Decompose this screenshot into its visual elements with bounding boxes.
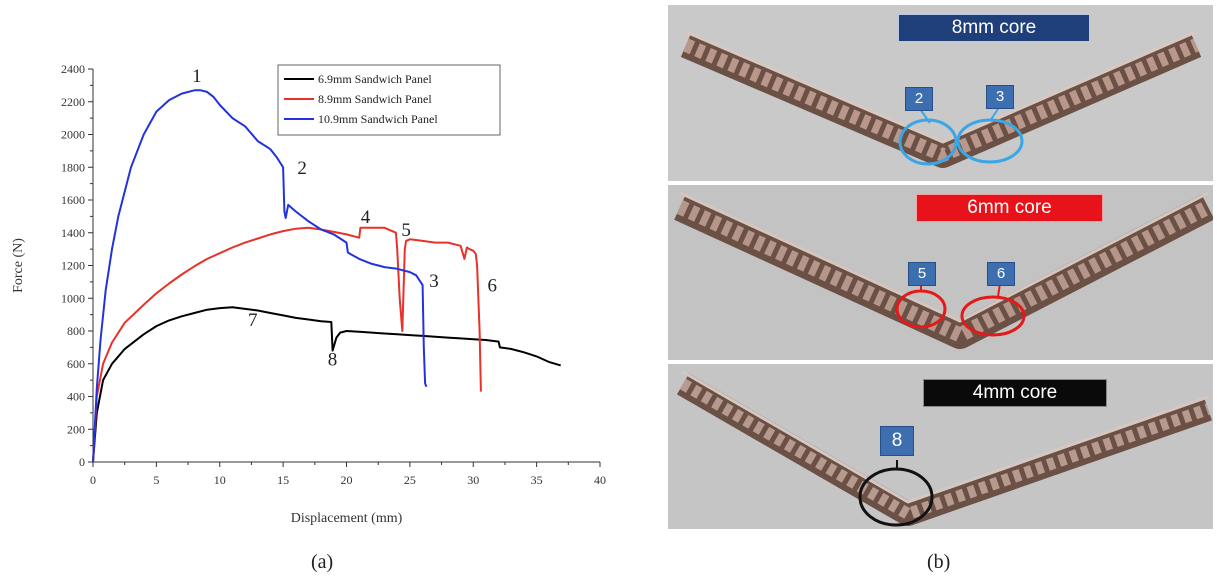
annotation-label: 4 (361, 207, 371, 228)
legend-box (277, 64, 501, 136)
x-tick-label: 25 (404, 473, 416, 487)
legend-label-2: 10.9mm Sandwich Panel (318, 112, 438, 126)
core-label-4mm: 4mm core (923, 379, 1107, 407)
annotation-label: 5 (401, 220, 411, 241)
y-tick-label: 1200 (61, 259, 85, 273)
chart-legend: 6.9mm Sandwich Panel 8.9mm Sandwich Panel… (277, 64, 501, 136)
marker-8: 8 (880, 426, 914, 456)
y-tick-label: 800 (67, 324, 85, 338)
annotation-label: 8 (328, 349, 338, 370)
chart-series (92, 89, 561, 463)
chart-annotations: 1 2 4 5 3 6 7 8 (192, 66, 497, 370)
x-tick-label: 0 (90, 473, 96, 487)
ring-marker-6 (960, 295, 1026, 337)
marker-6: 6 (987, 262, 1015, 286)
x-tick-label: 10 (214, 473, 226, 487)
chart-axes: 0 5 10 15 20 25 30 35 40020040060080010001200140… (11, 62, 606, 526)
force-displacement-chart: 0 5 10 15 20 25 30 35 40020040060080010001200140… (11, 62, 606, 526)
marker-3: 3 (986, 85, 1014, 109)
x-axis-label: Displacement (mm) (291, 511, 403, 526)
y-tick-label: 2000 (61, 128, 85, 142)
annotation-label: 6 (488, 276, 498, 297)
legend-label-1: 8.9mm Sandwich Panel (318, 92, 432, 106)
marker-5: 5 (908, 262, 936, 286)
panel-b-caption: (b) (927, 551, 951, 573)
photo-8mm-core: 8mm core 2 3 (668, 5, 1213, 181)
y-tick-label: 1600 (61, 193, 85, 207)
series-line-0 (92, 306, 561, 463)
annotation-label: 3 (429, 271, 439, 292)
x-tick-label: 20 (341, 473, 353, 487)
core-label-8mm: 8mm core (898, 14, 1090, 42)
x-tick-label: 5 (153, 473, 159, 487)
legend-label-0: 6.9mm Sandwich Panel (318, 72, 432, 86)
y-tick-label: 400 (67, 390, 85, 404)
core-label-6mm: 6mm core (916, 194, 1103, 222)
series-line-2 (92, 89, 428, 463)
x-tick-label: 15 (277, 473, 289, 487)
x-tick-label: 40 (594, 473, 606, 487)
y-tick-label: 1000 (61, 291, 85, 305)
annotation-label: 1 (192, 66, 202, 87)
y-tick-label: 2400 (61, 62, 85, 76)
y-tick-label: 1800 (61, 160, 85, 174)
y-tick-label: 600 (67, 357, 85, 371)
x-tick-label: 35 (531, 473, 543, 487)
y-tick-label: 2200 (61, 95, 85, 109)
panel-a-caption: (a) (311, 551, 334, 573)
photo-4mm-core: 4mm core 8 (668, 364, 1213, 529)
annotation-label: 2 (297, 158, 307, 179)
marker-2: 2 (905, 87, 933, 111)
y-tick-label: 0 (79, 455, 85, 469)
y-axis-label: Force (N) (11, 238, 26, 293)
series-line-1 (92, 226, 482, 463)
annotation-label: 7 (248, 310, 258, 331)
y-tick-label: 1400 (61, 226, 85, 240)
x-tick-label: 30 (467, 473, 479, 487)
y-tick-label: 200 (67, 422, 85, 436)
photo-6mm-core: 6mm core 5 6 (668, 185, 1213, 360)
